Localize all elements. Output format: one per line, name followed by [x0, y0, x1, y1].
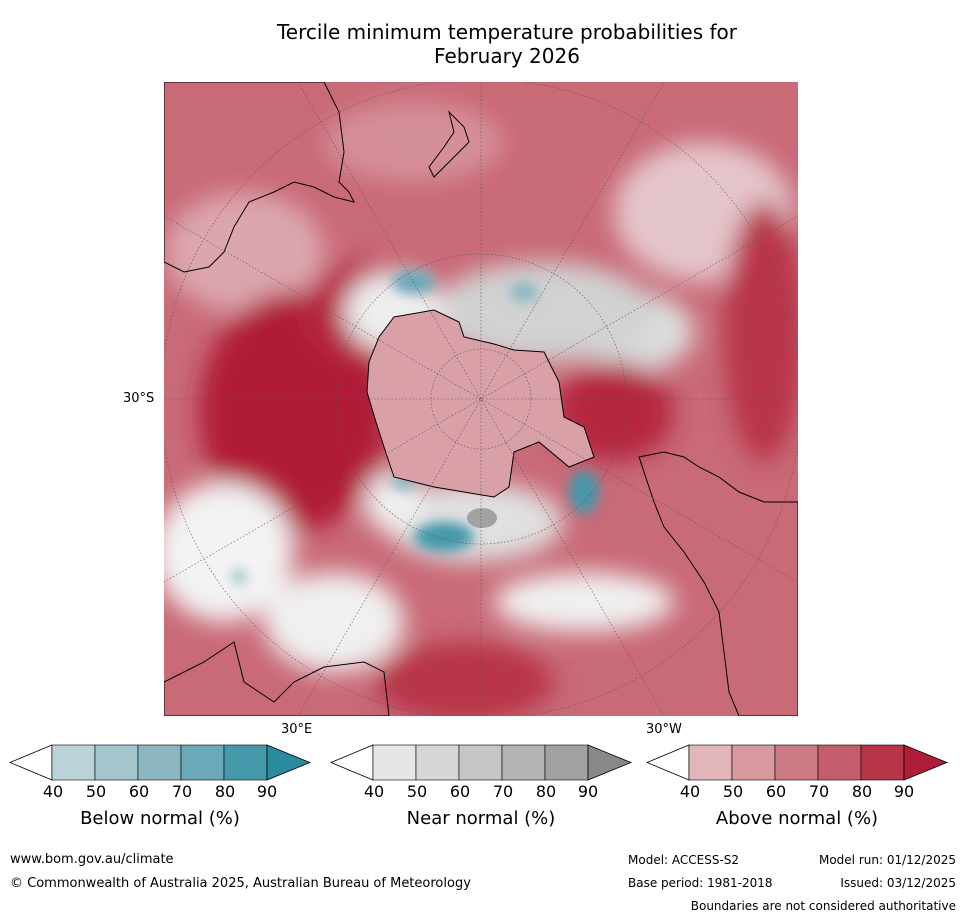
near-colorbar-max-arrow	[587, 744, 632, 781]
colorbar-near-svg	[330, 744, 632, 781]
footer-issued: Issued: 03/12/2025	[840, 876, 956, 890]
above-tick: 80	[851, 782, 873, 801]
new-zealand-coastline	[428, 110, 470, 178]
colorbar-above-svg	[646, 744, 948, 781]
colorbar-above-title: Above normal (%)	[715, 808, 879, 829]
above-colorbar-segment	[860, 744, 905, 781]
map-title: Tercile minimum temperature probabilitie…	[160, 20, 854, 68]
above-colorbar-segment	[774, 744, 819, 781]
below-tick: 50	[85, 782, 107, 801]
colorbar-near-title: Near normal (%)	[406, 808, 556, 829]
colorbar-above	[646, 744, 948, 781]
above-tick: 70	[808, 782, 830, 801]
below-tick: 60	[128, 782, 150, 801]
below-colorbar-max-arrow	[266, 744, 311, 781]
above-colorbar-segment	[731, 744, 776, 781]
probability-field	[164, 102, 798, 716]
near-tick: 70	[492, 782, 514, 801]
above-tick: 60	[765, 782, 787, 801]
footer-model-run: Model run: 01/12/2025	[818, 853, 956, 867]
antarctica	[366, 309, 595, 498]
near-tick: 40	[363, 782, 385, 801]
footer-disclaimer: Boundaries are not considered authoritat…	[690, 899, 956, 913]
lon-label-30e: 30°E	[281, 722, 313, 737]
above-colorbar-segment	[688, 744, 733, 781]
near-colorbar-min-arrow	[330, 744, 374, 781]
below-tick: 40	[42, 782, 64, 801]
near-tick: 60	[449, 782, 471, 801]
near-colorbar-segment	[501, 744, 546, 781]
near-tick: 50	[406, 782, 428, 801]
above-tick: 50	[722, 782, 744, 801]
footer-base-period: Base period: 1981-2018	[628, 876, 773, 890]
below-colorbar-segment	[180, 744, 225, 781]
near-colorbar-segment	[458, 744, 503, 781]
near-colorbar-segment	[415, 744, 460, 781]
below-normal-patches	[231, 270, 599, 585]
footer-copyright: © Commonwealth of Australia 2025, Austra…	[10, 876, 471, 891]
colorbar-below-title: Below normal (%)	[80, 808, 240, 829]
footer-model: Model: ACCESS-S2	[628, 853, 740, 867]
footer-url[interactable]: www.bom.gov.au/climate	[10, 852, 174, 867]
below-colorbar-min-arrow	[9, 744, 53, 781]
near-normal-patch	[467, 508, 497, 528]
probability-map	[164, 82, 798, 716]
below-tick: 70	[171, 782, 193, 801]
graticule	[164, 82, 798, 716]
below-tick: 80	[214, 782, 236, 801]
above-colorbar-min-arrow	[646, 744, 690, 781]
above-tick: 90	[893, 782, 915, 801]
near-colorbar-segment	[372, 744, 417, 781]
below-tick: 90	[256, 782, 278, 801]
below-colorbar-segment	[51, 744, 96, 781]
lat-label-30s: 30°S	[123, 391, 155, 406]
colorbar-below	[9, 744, 311, 781]
near-colorbar-segment	[544, 744, 589, 781]
title-line-2: February 2026	[434, 44, 580, 68]
below-colorbar-segment	[94, 744, 139, 781]
above-tick: 40	[679, 782, 701, 801]
title-line-1: Tercile minimum temperature probabilitie…	[276, 20, 738, 44]
below-colorbar-segment	[223, 744, 268, 781]
above-colorbar-segment	[817, 744, 862, 781]
south-america-coastline	[638, 451, 798, 716]
below-colorbar-segment	[137, 744, 182, 781]
africa-coastline	[164, 641, 390, 716]
near-tick: 80	[535, 782, 557, 801]
near-tick: 90	[577, 782, 599, 801]
lon-label-30w: 30°W	[646, 722, 682, 737]
colorbar-below-svg	[9, 744, 311, 781]
above-colorbar-max-arrow	[903, 744, 948, 781]
australia-coastline	[164, 82, 355, 273]
colorbar-near	[330, 744, 632, 781]
